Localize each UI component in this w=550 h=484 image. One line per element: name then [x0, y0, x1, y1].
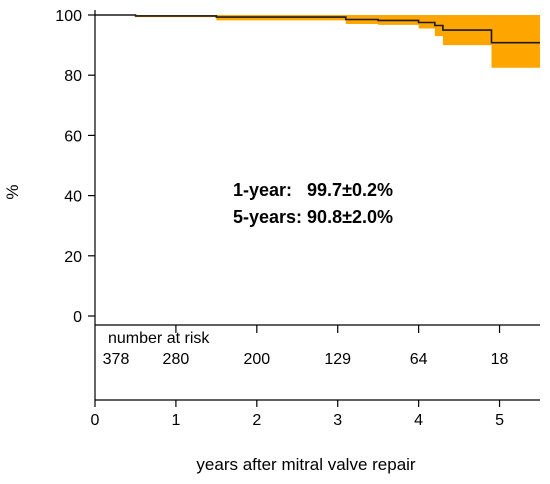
risk-count: 280 — [163, 351, 190, 368]
x-axis-title: years after mitral valve repair — [196, 455, 416, 474]
risk-count: 64 — [410, 351, 428, 368]
confidence-band — [95, 15, 540, 68]
y-tick-label: 20 — [64, 249, 82, 266]
y-tick-label: 100 — [55, 8, 82, 25]
survival-curve — [95, 14, 540, 44]
confidence-band-layer — [95, 15, 540, 68]
risk-count: 129 — [324, 351, 351, 368]
x-tick-label: 2 — [252, 412, 261, 429]
x-tick-label: 5 — [495, 412, 504, 429]
risk-count: 200 — [243, 351, 270, 368]
x-tick-label: 4 — [414, 412, 423, 429]
y-tick-label: 60 — [64, 128, 82, 145]
x-tick-label: 3 — [333, 412, 342, 429]
risk-count: 18 — [491, 351, 509, 368]
y-tick-label: 0 — [73, 309, 82, 326]
annotation-5-years: 5-years: 90.8±2.0% — [233, 207, 393, 227]
survival-curve-layer — [95, 14, 540, 44]
x-tick-label: 1 — [171, 412, 180, 429]
axes-layer: 0 20 40 60 80 100 0 1 2 3 4 5 378 280 200 129 64 18 — [55, 8, 540, 429]
annotation-1-year: 1-year: 99.7±0.2% — [233, 180, 393, 200]
risk-count: 378 — [103, 351, 130, 368]
x-tick-label: 0 — [91, 412, 100, 429]
y-axis-title: % — [3, 184, 22, 199]
y-tick-label: 80 — [64, 68, 82, 85]
risk-table-label: number at risk — [108, 330, 210, 347]
y-tick-label: 40 — [64, 189, 82, 206]
